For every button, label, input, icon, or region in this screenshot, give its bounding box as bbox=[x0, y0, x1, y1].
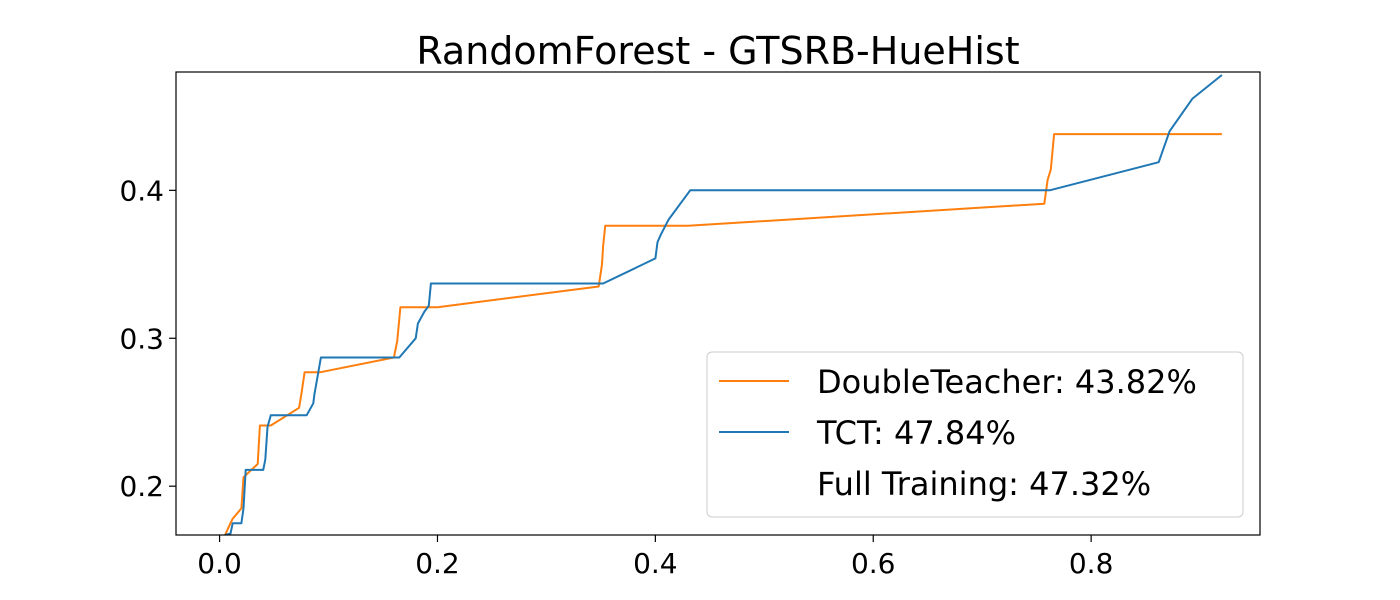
x-tick-label: 0.8 bbox=[1069, 547, 1114, 580]
x-tick-label: 0.6 bbox=[851, 547, 896, 580]
x-axis: 0.0 0.2 0.4 0.6 0.8 bbox=[197, 535, 1113, 580]
y-tick-label: 0.3 bbox=[119, 322, 164, 355]
x-tick-label: 0.0 bbox=[197, 547, 242, 580]
y-axis: 0.2 0.3 0.4 bbox=[119, 174, 176, 503]
y-tick-label: 0.4 bbox=[119, 174, 164, 207]
plot-frame bbox=[175, 71, 1261, 536]
series-line-1 bbox=[224, 74, 1223, 535]
legend-label-1: TCT: 47.84% bbox=[816, 414, 1016, 452]
chart-title: RandomForest - GTSRB-HueHist bbox=[416, 29, 1019, 73]
x-tick-label: 0.2 bbox=[415, 547, 460, 580]
x-tick-label: 0.4 bbox=[633, 547, 678, 580]
y-tick-label: 0.2 bbox=[119, 470, 164, 503]
legend: DoubleTeacher: 43.82% TCT: 47.84% Full Tra… bbox=[706, 351, 1244, 518]
legend-box bbox=[706, 351, 1244, 518]
legend-label-0: DoubleTeacher: 43.82% bbox=[817, 363, 1197, 401]
legend-label-2: Full Training: 47.32% bbox=[817, 465, 1151, 503]
